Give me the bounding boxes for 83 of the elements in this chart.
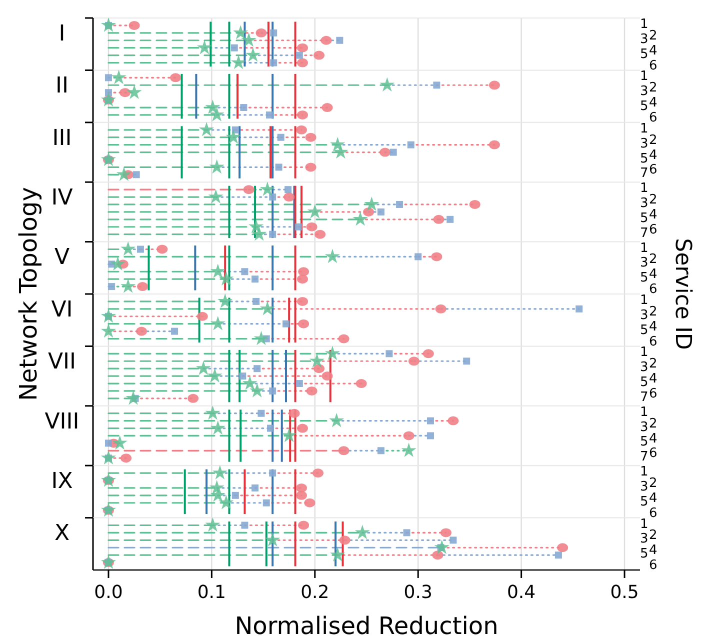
y-tick-label: 4 bbox=[649, 431, 658, 446]
chart-title: IV bbox=[51, 186, 73, 211]
x-tick-label: 0.1 bbox=[197, 582, 226, 603]
chart-title: VIII bbox=[44, 409, 80, 434]
y-tick-label: 3 bbox=[640, 196, 648, 212]
chart-title: II bbox=[56, 74, 68, 99]
y-tick-label: 3 bbox=[640, 420, 648, 435]
y-tick-label: 5 bbox=[640, 546, 648, 562]
chart-title: X bbox=[54, 521, 70, 546]
y-tick-label: 3 bbox=[640, 136, 648, 152]
y-tick-label: 1 bbox=[640, 345, 648, 360]
x-tick-label: 0.5 bbox=[610, 582, 639, 603]
chart-title: I bbox=[58, 21, 66, 46]
y-tick-label: 2 bbox=[649, 476, 658, 492]
chart-title: V bbox=[54, 245, 70, 270]
y-tick-label: 5 bbox=[640, 46, 648, 62]
y-tick-label: 6 bbox=[649, 446, 658, 462]
y-tick-label: 5 bbox=[640, 210, 648, 226]
y-tick-label: 4 bbox=[649, 267, 658, 282]
y-tick-label: 4 bbox=[649, 543, 658, 558]
x-axis-title: Normalised Reduction bbox=[234, 612, 498, 640]
x-tick-label: 0.3 bbox=[404, 582, 432, 603]
y-tick-label: 5 bbox=[640, 434, 648, 450]
y-tick-label: 5 bbox=[640, 375, 648, 390]
y-tick-label: 2 bbox=[649, 356, 658, 372]
y-tick-label: 4 bbox=[649, 372, 658, 387]
y-tick-label: 3 bbox=[640, 479, 648, 495]
x-tick-label: 0.4 bbox=[506, 582, 536, 603]
y-tick-label: 2 bbox=[649, 192, 658, 208]
y-tick-label: 6 bbox=[649, 162, 658, 178]
y-tick-label: 3 bbox=[640, 308, 648, 323]
y-tick-label: 4 bbox=[649, 43, 658, 58]
y-tick-label: 4 bbox=[649, 148, 658, 163]
y-tick-label: 4 bbox=[649, 490, 658, 506]
y-tick-label: 5 bbox=[640, 99, 648, 114]
chart-title: III bbox=[52, 126, 72, 151]
y-tick-label: 2 bbox=[649, 80, 658, 96]
x-tick-label: 0.2 bbox=[300, 582, 330, 603]
y-tick-label: 3 bbox=[640, 532, 648, 547]
y-tick-label: 1 bbox=[640, 516, 648, 532]
y-tick-label: 6 bbox=[649, 282, 658, 298]
y-tick-label: 1 bbox=[640, 69, 648, 84]
y-tick-label: 1 bbox=[640, 404, 648, 420]
y-tick-label: 6 bbox=[649, 386, 658, 402]
y-tick-label: 7 bbox=[640, 226, 648, 241]
y-tick-label: 2 bbox=[649, 304, 658, 320]
y-tick-label: 5 bbox=[640, 322, 648, 338]
y-tick-label: 7 bbox=[640, 390, 648, 405]
y-tick-label: 6 bbox=[649, 222, 658, 238]
y-tick-label: 3 bbox=[640, 84, 648, 100]
chart-title: VII bbox=[48, 350, 76, 375]
y-tick-label: 3 bbox=[640, 256, 648, 271]
y-tick-label: 1 bbox=[640, 293, 648, 308]
y-tick-label: 2 bbox=[649, 528, 658, 544]
y-tick-label: 3 bbox=[640, 360, 648, 376]
y-tick-label: 2 bbox=[649, 132, 658, 148]
y-tick-label: 4 bbox=[649, 207, 658, 223]
x-tick-label: 0.0 bbox=[94, 582, 123, 603]
y-tick-label: 3 bbox=[640, 32, 648, 47]
y-tick-label: 6 bbox=[649, 58, 658, 74]
chart-title: VI bbox=[51, 297, 73, 322]
chart-title: IX bbox=[51, 468, 73, 494]
y-tick-label: 5 bbox=[640, 494, 648, 510]
y-tick-label: 6 bbox=[649, 110, 658, 126]
y-tick-label: 7 bbox=[640, 450, 648, 465]
y-tick-label: 2 bbox=[649, 416, 658, 432]
y-tick-label: 1 bbox=[640, 240, 648, 256]
y-tick-label: 1 bbox=[640, 17, 648, 32]
y-tick-label: 1 bbox=[640, 121, 648, 136]
y-tick-label: 4 bbox=[649, 96, 658, 111]
y-tick-label: 5 bbox=[640, 151, 648, 166]
y-tick-label: 7 bbox=[640, 166, 648, 182]
y-axis-title: Network Topology bbox=[14, 187, 43, 401]
y-tick-label: 6 bbox=[649, 558, 658, 574]
y-tick-label: 6 bbox=[649, 506, 658, 521]
y-tick-label: 2 bbox=[649, 28, 658, 44]
y-tick-label: 1 bbox=[640, 181, 648, 196]
y-tick-label: 4 bbox=[649, 319, 658, 334]
y2-axis-title: Service ID bbox=[670, 238, 695, 350]
y-tick-label: 2 bbox=[649, 252, 658, 268]
y-tick-label: 5 bbox=[640, 270, 648, 286]
y-tick-label: 1 bbox=[640, 464, 648, 480]
y-tick-label: 6 bbox=[649, 334, 658, 350]
